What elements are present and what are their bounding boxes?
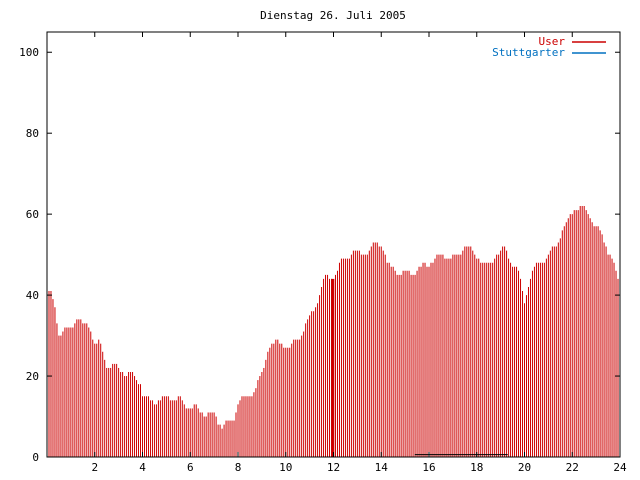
y-tick-label: 60 bbox=[26, 208, 39, 221]
user-bars bbox=[46, 206, 621, 457]
y-axis: 0 20 40 60 80 100 bbox=[19, 46, 620, 464]
chart-title: Dienstag 26. Juli 2005 bbox=[260, 9, 406, 22]
x-axis: 2 4 6 8 10 12 14 16 18 20 22 24 bbox=[91, 32, 627, 474]
x-tick-label: 18 bbox=[470, 461, 483, 474]
legend-label-user: User bbox=[539, 35, 566, 48]
x-tick-label: 24 bbox=[613, 461, 627, 474]
y-tick-label: 100 bbox=[19, 46, 39, 59]
y-tick-label: 80 bbox=[26, 127, 39, 140]
x-tick-label: 8 bbox=[235, 461, 242, 474]
y-tick-label: 20 bbox=[26, 370, 39, 383]
y-tick-label: 40 bbox=[26, 289, 39, 302]
x-tick-label: 20 bbox=[518, 461, 531, 474]
x-tick-label: 12 bbox=[327, 461, 340, 474]
x-tick-label: 16 bbox=[422, 461, 435, 474]
x-tick-label: 10 bbox=[279, 461, 292, 474]
y-tick-label: 0 bbox=[32, 451, 39, 464]
legend: User Stuttgarter bbox=[492, 35, 606, 59]
x-tick-label: 22 bbox=[566, 461, 579, 474]
x-tick-label: 14 bbox=[375, 461, 389, 474]
user-highlight-bar bbox=[331, 278, 335, 457]
x-tick-label: 2 bbox=[91, 461, 98, 474]
x-tick-label: 4 bbox=[139, 461, 146, 474]
x-tick-label: 6 bbox=[187, 461, 194, 474]
legend-label-stuttgarter: Stuttgarter bbox=[492, 46, 565, 59]
